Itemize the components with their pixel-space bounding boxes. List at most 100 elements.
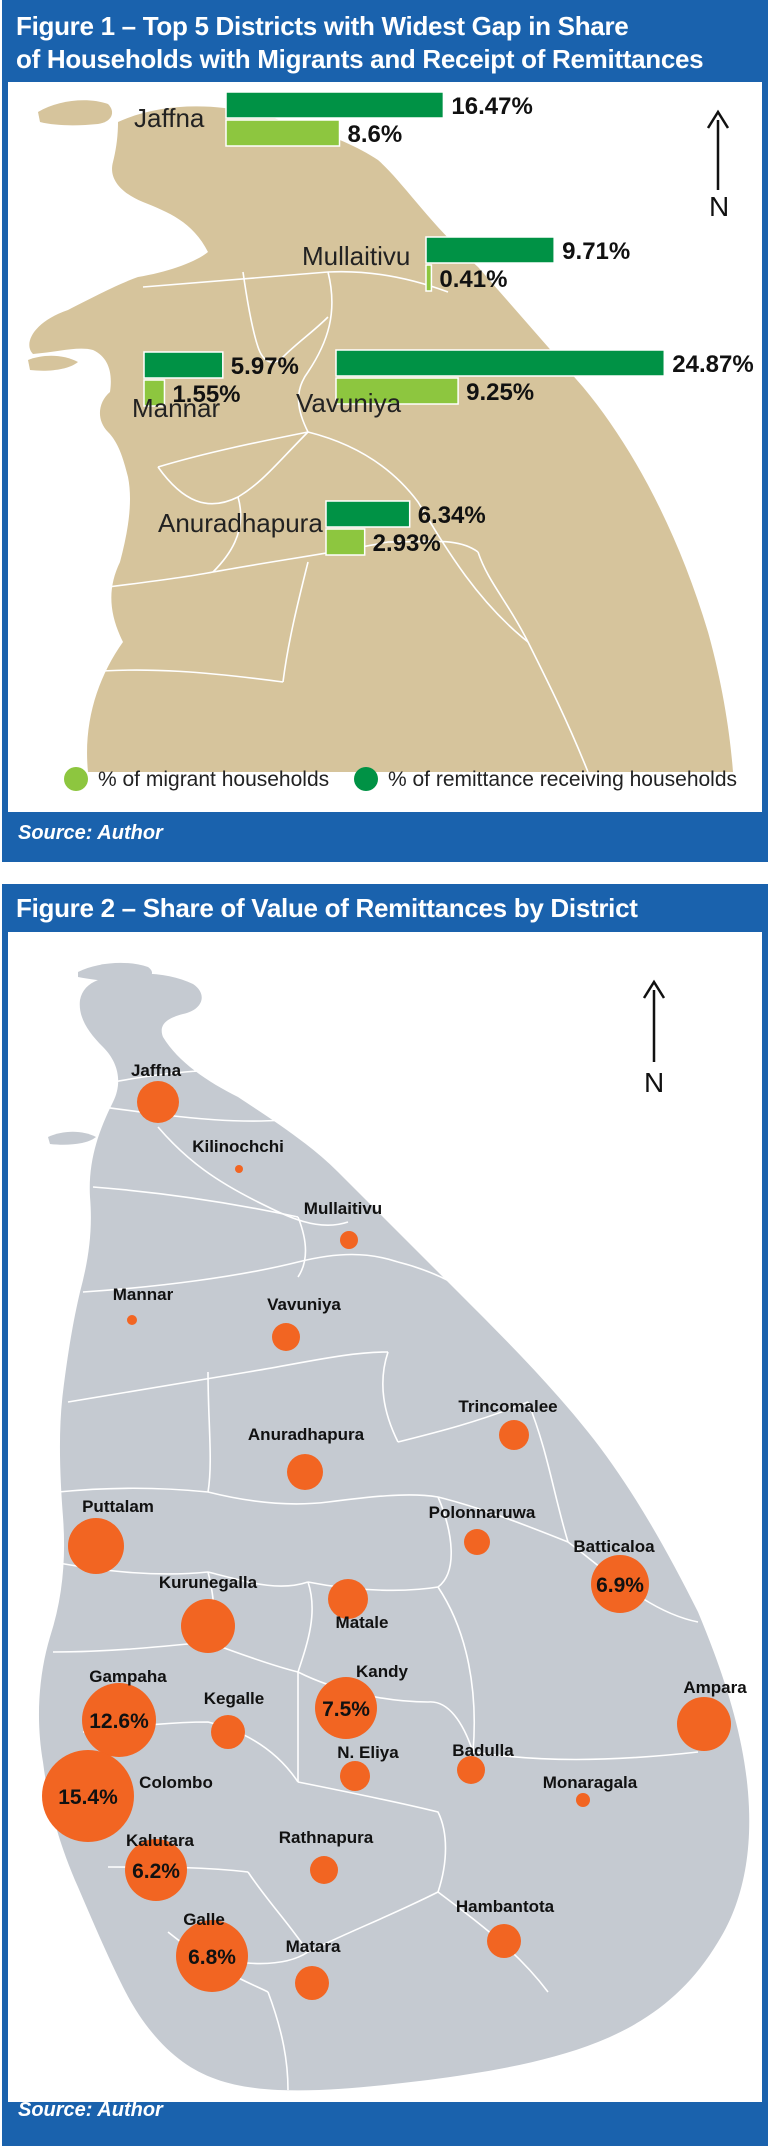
figure-2-map-area: Jaffna Kilinochchi Mullaitivu Mannar Vavuniy…: [8, 932, 762, 2102]
north-arrow-head-1: [706, 109, 730, 129]
mannar-island: [28, 355, 78, 371]
jaffna-peninsula: [78, 962, 153, 982]
bar-remittance-mannar: [143, 351, 224, 379]
district-name-2-polonnaruwa: Polonnaruwa: [429, 1503, 536, 1522]
bar-migrant-mannar: [143, 379, 166, 407]
district-name-2-galle: Galle: [183, 1910, 225, 1929]
district-name-2-badulla: Badulla: [452, 1741, 514, 1760]
bubble-label-kalutara: 6.2%: [132, 1860, 180, 1883]
district-name-2-batticaloa: Batticaloa: [573, 1537, 655, 1556]
figure-1-source: Source: Author: [18, 822, 163, 844]
figure-2-map: Jaffna Kilinochchi Mullaitivu Mannar Vavuniy…: [38, 962, 750, 2091]
figure-1-title-line-2: of Households with Migrants and Receipt …: [16, 44, 704, 74]
district-name-2-puttalam: Puttalam: [82, 1497, 154, 1516]
district-name-2-gampaha: Gampaha: [89, 1667, 167, 1686]
district-name-vavuniya: Vavuniya: [296, 388, 402, 418]
bubble-rathnapura: [310, 1856, 338, 1884]
label-migrant-mannar: 1.55%: [172, 381, 240, 408]
bubble-hambantota: [487, 1924, 521, 1958]
figure-2-panel: Figure 2 – Share of Value of Remittances…: [2, 884, 768, 2146]
bubble-trincomalee: [499, 1420, 529, 1450]
label-remittance-mannar: 5.97%: [231, 353, 299, 380]
bubble-label-colombo: 15.4%: [58, 1786, 118, 1809]
district-name-anuradhapura: Anuradhapura: [158, 508, 323, 538]
label-migrant-anuradhapura: 2.93%: [373, 530, 441, 557]
bar-migrant-anuradhapura: [325, 528, 366, 556]
district-name-2-rathnapura: Rathnapura: [279, 1828, 374, 1847]
sri-lanka-landmass: [38, 973, 750, 2091]
bubble-mullaitivu: [340, 1231, 358, 1249]
label-migrant-jaffna: 8.6%: [348, 121, 403, 148]
figure-1-title-line-1: Figure 1 – Top 5 Districts with Widest G…: [16, 11, 629, 41]
label-migrant-mullaitivu: 0.41%: [439, 266, 507, 293]
district-name-2-hambantota: Hambantota: [456, 1897, 555, 1916]
north-label-1: N: [709, 191, 729, 222]
bubble-kalutara: [125, 1839, 187, 1901]
bubble-vavuniya: [272, 1323, 300, 1351]
district-name-2-kilinochchi: Kilinochchi: [192, 1137, 284, 1156]
legend-swatch-2: [354, 767, 378, 791]
bubble-kilinochchi: [235, 1165, 243, 1173]
bubble-kurunegalla: [181, 1599, 235, 1653]
bubble-label-galle: 6.8%: [188, 1946, 236, 1969]
bar-remittance-anuradhapura: [325, 500, 411, 528]
figure-1-title: Figure 1 – Top 5 Districts with Widest G…: [16, 10, 758, 76]
bar-remittance-vavuniya: [335, 349, 666, 377]
bubble-polonnaruwa: [464, 1529, 490, 1555]
bubble-mannar: [127, 1315, 137, 1325]
district-name-jaffna: Jaffna: [134, 103, 205, 133]
bubble-colombo: [42, 1750, 134, 1842]
bubble-kandy: [315, 1677, 377, 1739]
label-remittance-anuradhapura: 6.34%: [418, 502, 486, 529]
bubble-matale: [328, 1579, 368, 1619]
figure-2-source: Source: Author: [18, 2099, 163, 2121]
bubble-label-gampaha: 12.6%: [89, 1710, 149, 1733]
district-name-2-matale: Matale: [336, 1613, 389, 1632]
figure-1-map: 16.47% 8.6% Jaffna 9.71% 0.41% Mullaitivu 5.97…: [28, 91, 754, 791]
district-name-2-kegalle: Kegalle: [204, 1689, 264, 1708]
bubble-monaragala: [576, 1793, 590, 1807]
legend-swatch-1: [64, 767, 88, 791]
bubble-label-batticaloa: 6.9%: [596, 1574, 644, 1597]
bubble-kegalle: [211, 1715, 245, 1749]
north-label-2: N: [644, 1067, 664, 1098]
bar-remittance-mullaitivu: [425, 236, 555, 264]
district-name-mannar: Mannar: [132, 393, 220, 423]
bubble-jaffna: [137, 1081, 179, 1123]
district-name-2-mullaitivu: Mullaitivu: [304, 1199, 382, 1218]
district-name-2-kalutara: Kalutara: [126, 1831, 195, 1850]
mannar-island-2: [48, 1131, 96, 1145]
label-remittance-mullaitivu: 9.71%: [562, 238, 630, 265]
figure-1-map-area: 16.47% 8.6% Jaffna 9.71% 0.41% Mullaitivu 5.97…: [8, 82, 762, 812]
bubble-galle: [176, 1920, 248, 1992]
bubble-label-kandy: 7.5%: [322, 1698, 370, 1721]
district-name-2-kurunegalla: Kurunegalla: [159, 1573, 258, 1592]
district-name-2-mannar: Mannar: [113, 1285, 174, 1304]
district-name-2-ampara: Ampara: [683, 1678, 747, 1697]
jaffna-islands: [38, 100, 113, 126]
figure-1-panel: Figure 1 – Top 5 Districts with Widest G…: [2, 0, 768, 862]
label-migrant-vavuniya: 9.25%: [466, 379, 534, 406]
figure-2-title: Figure 2 – Share of Value of Remittances…: [16, 893, 638, 923]
bubble-gampaha: [82, 1683, 156, 1757]
figure-1-legend: % of migrant households % of remittance r…: [64, 767, 737, 791]
bubble-anuradhapura: [287, 1454, 323, 1490]
bubble-n-eliya: [340, 1761, 370, 1791]
jaffna-lagoon-shape: [157, 152, 204, 207]
north-arrow-head-2: [642, 979, 666, 999]
district-name-2-n-eliya: N. Eliya: [337, 1743, 399, 1762]
legend-label-2: % of remittance receiving households: [388, 768, 737, 791]
legend-label-1: % of migrant households: [98, 768, 329, 791]
bar-migrant-jaffna: [225, 119, 341, 147]
district-name-2-matara: Matara: [286, 1937, 341, 1956]
district-name-2-vavuniya: Vavuniya: [267, 1295, 341, 1314]
district-name-2-monaragala: Monaragala: [543, 1773, 638, 1792]
figure-1-district-borders: [87, 270, 589, 773]
label-remittance-vavuniya: 24.87%: [672, 351, 753, 378]
bubble-batticaloa: [591, 1555, 649, 1613]
label-remittance-jaffna: 16.47%: [451, 93, 532, 120]
bubble-badulla: [457, 1756, 485, 1784]
bubble-puttalam: [68, 1518, 124, 1574]
bar-remittance-jaffna: [225, 91, 445, 119]
bar-migrant-vavuniya: [335, 377, 459, 405]
